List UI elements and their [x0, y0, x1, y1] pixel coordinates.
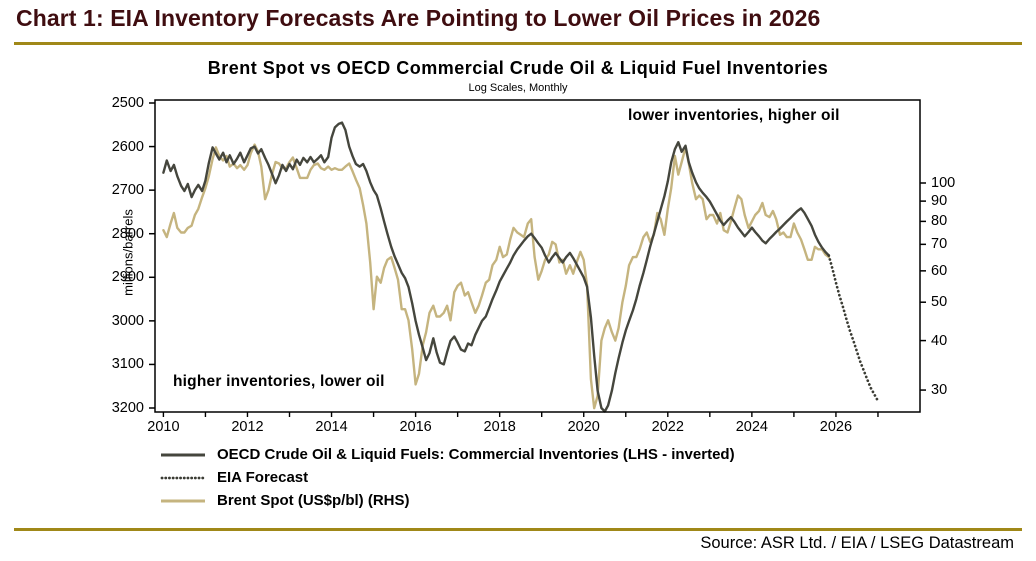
legend-item-forecast: EIA Forecast: [160, 469, 735, 486]
legend-label-brent: Brent Spot (US$p/bl) (RHS): [217, 492, 410, 509]
series-group: [162, 121, 880, 413]
brent-line-sample: [161, 499, 205, 502]
annotation-lower-inventories: lower inventories, higher oil: [628, 107, 840, 124]
legend-label-forecast: EIA Forecast: [217, 469, 309, 486]
source-text: Source: ASR Ltd. / EIA / LSEG Datastream: [700, 534, 1014, 552]
series-forecast: [827, 254, 880, 403]
legend-label-oecd: OECD Crude Oil & Liquid Fuels: Commercia…: [217, 446, 735, 463]
chart-subtitle: Log Scales, Monthly: [468, 82, 568, 94]
axes-group: [149, 99, 926, 417]
page-title: Chart 1: EIA Inventory Forecasts Are Poi…: [16, 5, 821, 31]
chart-legend: OECD Crude Oil & Liquid Fuels: Commercia…: [160, 446, 735, 515]
chart-title: Brent Spot vs OECD Commercial Crude Oil …: [207, 58, 829, 78]
footer-divider: [14, 528, 1022, 531]
forecast-dotted-sample: [160, 476, 206, 479]
series-brent: [162, 143, 830, 410]
series-oecd: [162, 121, 830, 413]
oecd-line-sample: [161, 453, 205, 456]
legend-item-oecd: OECD Crude Oil & Liquid Fuels: Commercia…: [160, 446, 735, 463]
plot-border: [154, 99, 921, 413]
legend-item-brent: Brent Spot (US$p/bl) (RHS): [160, 492, 735, 509]
annotation-higher-inventories: higher inventories, lower oil: [173, 373, 385, 390]
header-divider: [14, 42, 1022, 45]
